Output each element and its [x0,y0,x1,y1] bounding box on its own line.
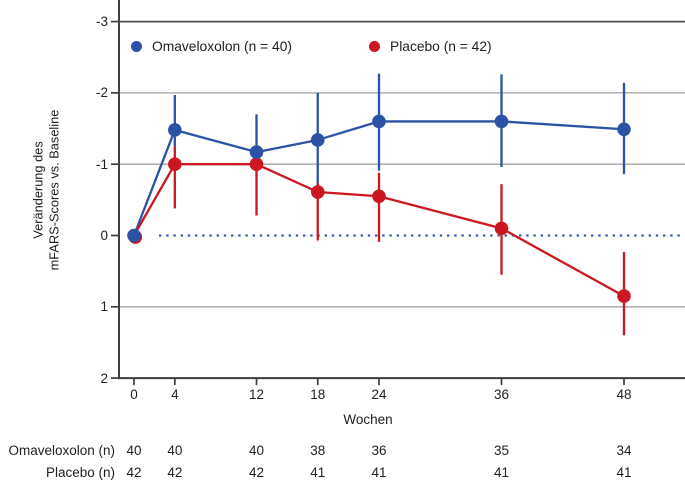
x-tick-label-36: 36 [493,387,509,402]
table-cell-placebo-week-36: 41 [493,465,509,480]
table-cell-omaveloxolon-week-4: 40 [167,443,183,458]
data-point-omaveloxolon-week-4 [168,123,182,137]
data-point-omaveloxolon-week-18 [310,133,325,147]
legend-label-placebo: Placebo (n = 42) [390,38,492,54]
table-cell-omaveloxolon-week-18: 38 [310,443,326,458]
table-cell-placebo-week-0: 42 [126,465,142,480]
table-cell-placebo-week-4: 42 [167,465,183,480]
table-cell-omaveloxolon-week-24: 36 [371,443,387,458]
x-axis-title: Wochen [343,412,393,427]
y-axis-title-line1: Veränderung des [30,141,46,239]
table-cell-omaveloxolon-week-36: 35 [493,443,509,458]
data-point-omaveloxolon-week-24 [372,114,386,129]
table-row-label-placebo: Placebo (n) [45,465,115,480]
data-point-placebo-week-12 [249,157,264,171]
data-point-omaveloxolon-week-48 [617,122,631,137]
data-point-placebo-week-18 [310,185,325,199]
table-cell-placebo-week-24: 41 [371,465,387,480]
y-axis-title-line2: mFARS-Scores vs. Baseline [46,109,61,271]
y-tick-label--3: -3 [95,14,108,30]
y-tick-label--2: -2 [95,85,108,101]
table-cell-placebo-week-12: 42 [248,465,264,480]
x-tick-label-0: 0 [130,387,138,402]
table-row-label-omaveloxolon: Omaveloxolon (n) [8,443,115,458]
y-axis-title: Veränderung des mFARS-Scores vs. Baselin… [31,110,62,271]
omaveloxolon-marker-icon [131,40,142,52]
x-tick-label-18: 18 [310,387,326,402]
data-point-placebo-week-48 [617,289,631,303]
y-tick-label-2: 2 [100,370,108,386]
table-cell-placebo-week-48: 41 [616,465,632,480]
x-tick-label-24: 24 [371,387,387,402]
table-cell-placebo-week-18: 41 [310,465,326,480]
table-cell-omaveloxolon-week-12: 40 [248,443,264,458]
y-tick-label-0: 0 [100,228,108,243]
table-cell-omaveloxolon-week-48: 34 [616,443,632,458]
x-tick-label-4: 4 [171,387,179,402]
data-point-placebo-week-36 [494,221,509,236]
data-point-omaveloxolon-week-12 [249,145,264,159]
x-tick-label-12: 12 [248,387,264,402]
data-point-omaveloxolon-week-0 [127,228,141,243]
legend-label-omaveloxolon: Omaveloxolon (n = 40) [152,38,292,54]
data-point-omaveloxolon-week-36 [494,114,509,129]
y-tick-label-1: 1 [100,299,108,315]
legend-item-placebo: Placebo (n = 42) [369,38,492,54]
y-tick-label--1: -1 [95,156,108,172]
x-tick-label-48: 48 [616,387,632,402]
data-point-placebo-week-4 [168,157,182,171]
placebo-marker-icon [369,40,380,52]
data-point-placebo-week-24 [372,189,386,204]
table-cell-omaveloxolon-week-0: 40 [126,443,142,458]
legend-item-omaveloxolon: Omaveloxolon (n = 40) [131,38,292,54]
